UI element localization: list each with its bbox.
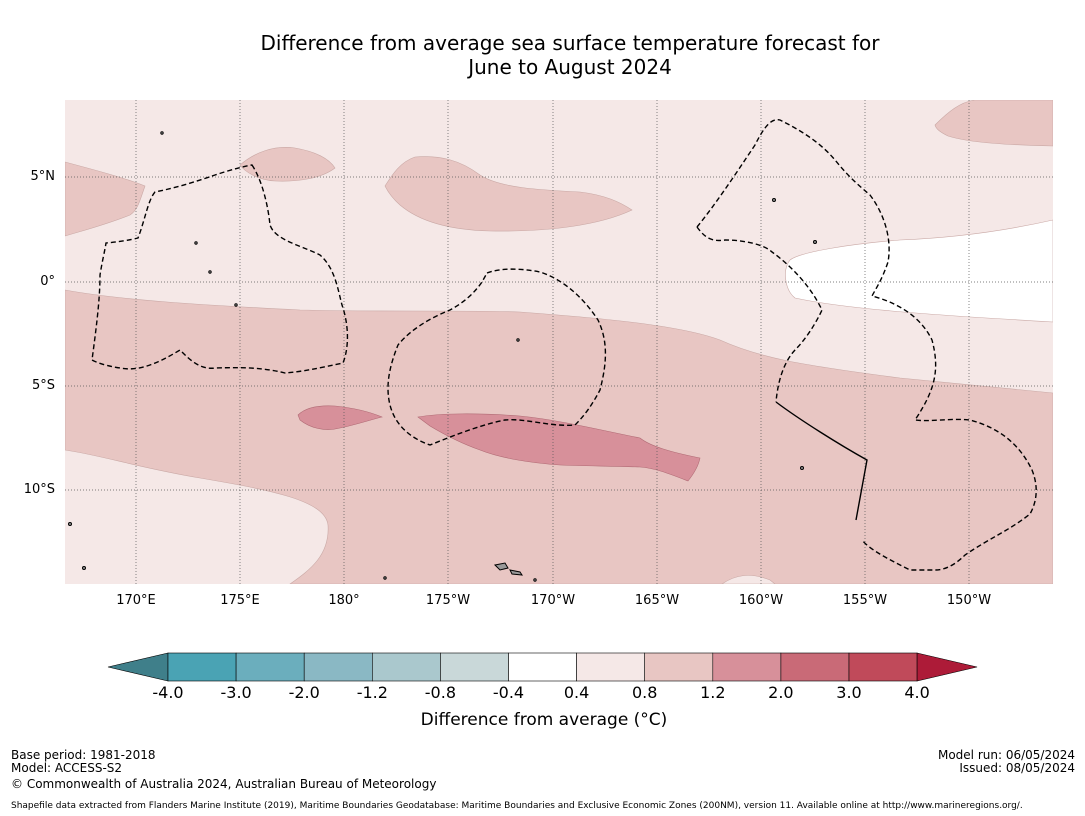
chart-title: Difference from average sea surface temp… — [0, 31, 1085, 79]
anomaly-band-0.8-1.2-north-a — [239, 147, 336, 182]
lat-tick-0: 0° — [40, 274, 55, 289]
eez-boundary-east-north — [696, 118, 1037, 571]
islands — [68, 131, 817, 582]
colorbar-segment — [508, 652, 577, 682]
anomaly-band-0.8-1.2-north-b — [384, 156, 633, 232]
colorbar-extend-high — [916, 652, 978, 682]
colorbar-segment — [167, 652, 237, 682]
island-8 — [772, 198, 776, 202]
island-11 — [383, 576, 387, 580]
island-7 — [516, 338, 520, 342]
lat-tick-5s: 5°S — [31, 378, 55, 393]
lat-tick-5n: 5°N — [30, 169, 56, 184]
colorbar-tick-label: 1.2 — [700, 683, 726, 702]
colorbar-tick-label: 4.0 — [904, 683, 930, 702]
island-5 — [208, 270, 212, 274]
anomaly-band-0.8-1.2-northeast — [934, 100, 1053, 147]
island-group-2 — [509, 569, 524, 576]
colorbar-segment — [848, 652, 918, 682]
colorbar-tick-label: -2.0 — [288, 683, 320, 702]
eez-boundary-west — [91, 164, 349, 374]
colorbar-tick-label: -3.0 — [220, 683, 252, 702]
colorbar-segment — [712, 652, 782, 682]
island-1 — [68, 522, 72, 526]
island-9 — [813, 240, 817, 244]
lon-tick-180: 180° — [328, 593, 360, 608]
colorbar-tick-label: -1.2 — [356, 683, 388, 702]
island-4 — [194, 241, 198, 245]
colorbar-tick-label: 0.4 — [563, 683, 590, 702]
model-name: Model: ACCESS-S2 — [11, 761, 123, 775]
colorbar-title: Difference from average (°C) — [420, 710, 668, 730]
lon-tick-160w: 160°W — [738, 593, 784, 608]
shapefile-attribution: Shapefile data extracted from Flanders M… — [11, 801, 1023, 811]
title-line-1: Difference from average sea surface temp… — [260, 31, 880, 55]
sst-anomaly-map — [65, 100, 1053, 584]
island-3 — [160, 131, 164, 135]
colorbar-tick-label: -0.8 — [424, 683, 456, 702]
lon-tick-175e: 175°E — [220, 593, 260, 608]
lon-tick-155w: 155°W — [842, 593, 888, 608]
island-12 — [533, 578, 537, 582]
lat-tick-10s: 10°S — [23, 482, 55, 497]
colorbar-tick-label: -4.0 — [152, 683, 184, 702]
colorbar-segment — [371, 652, 441, 682]
issued-date: Issued: 08/05/2024 — [959, 761, 1075, 775]
lon-tick-170w: 170°W — [530, 593, 576, 608]
title-line-2: June to August 2024 — [468, 55, 672, 79]
colorbar-extend-low — [107, 652, 169, 682]
island-2 — [82, 566, 86, 570]
anomaly-band-1.2-2.0-central — [417, 413, 701, 482]
lon-tick-165w: 165°W — [634, 593, 680, 608]
colorbar-segment — [303, 652, 373, 682]
model-run-date: Model run: 06/05/2024 — [937, 748, 1075, 762]
colorbar-tick-label: 3.0 — [836, 683, 862, 702]
island-10 — [800, 466, 804, 470]
base-period: Base period: 1981-2018 — [11, 748, 156, 762]
lon-tick-170e: 170°E — [116, 593, 156, 608]
colorbar — [107, 652, 978, 682]
anomaly-band-0.8-1.2-west — [65, 161, 146, 237]
colorbar-segment — [235, 652, 305, 682]
island-group-1 — [493, 562, 509, 571]
copyright-notice: © Commonwealth of Australia 2024, Austra… — [11, 777, 437, 791]
island-6 — [234, 303, 238, 307]
colorbar-tick-label: 0.8 — [631, 683, 658, 702]
colorbar-tick-label: 2.0 — [768, 683, 794, 702]
eez-boundaries — [91, 118, 1037, 571]
colorbar-segment — [576, 652, 645, 682]
colorbar-segment — [780, 652, 850, 682]
eez-boundary-solid — [775, 401, 868, 521]
eez-boundary-central — [387, 268, 607, 446]
eez-boundary-east-link — [696, 226, 823, 403]
colorbar-segment — [644, 652, 714, 682]
colorbar-tick-label: -0.4 — [492, 683, 525, 702]
lon-tick-175w: 175°W — [425, 593, 471, 608]
anomaly-band-neutral-south — [721, 575, 776, 584]
anomaly-band-1.2-2.0-west — [297, 405, 383, 430]
lon-tick-150w: 150°W — [946, 593, 992, 608]
colorbar-segment — [440, 652, 509, 682]
anomaly-band-neutral-east — [785, 219, 1053, 323]
